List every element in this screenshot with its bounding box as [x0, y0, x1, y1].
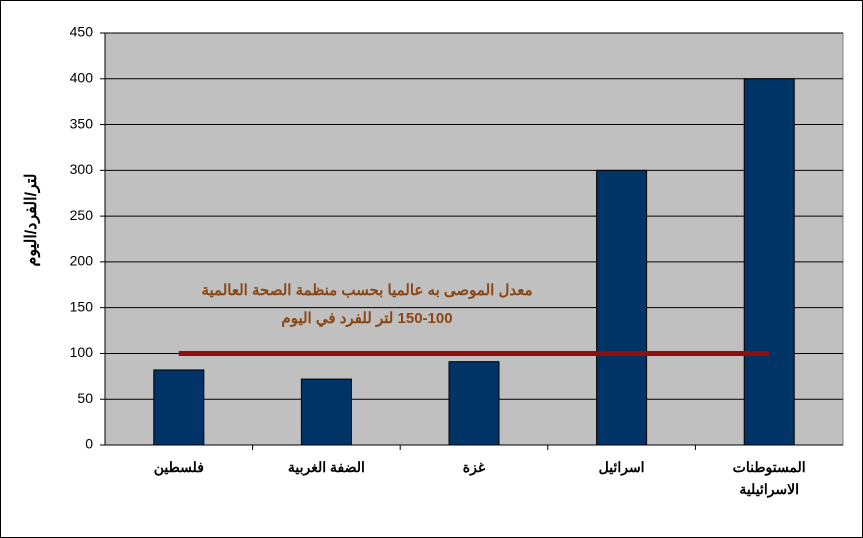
- annotation: معدل الموصى به عالميا بحسب منظمة الصحة ا…: [201, 282, 532, 299]
- y-tick-label: 100: [70, 344, 94, 360]
- y-tick-label: 150: [70, 298, 94, 314]
- y-tick-label: 450: [70, 24, 94, 40]
- bar: [448, 361, 500, 446]
- bar: [153, 369, 205, 446]
- x-tick-label: الضفة الغربية: [287, 459, 365, 475]
- y-tick-label: 300: [70, 161, 94, 177]
- x-tick-label: اسرائيل: [598, 459, 645, 475]
- x-tick-label: المستوطنات الاسرائيلية: [732, 459, 806, 497]
- y-tick-label: 400: [70, 69, 94, 85]
- y-tick-label: 350: [70, 115, 94, 131]
- y-tick-label: 50: [77, 390, 93, 406]
- y-tick-label: 0: [85, 436, 93, 452]
- bar: [300, 378, 352, 446]
- bar: [596, 169, 648, 446]
- y-tick-label: 200: [70, 253, 94, 269]
- y-tick-label: 250: [70, 207, 94, 223]
- y-axis-label: لتر/الفرد/اليوم: [23, 173, 41, 266]
- x-tick-label: غزة: [462, 459, 486, 475]
- x-tick-label: فلسطين: [153, 459, 204, 475]
- bar: [743, 78, 795, 446]
- annotation: 150-100 لتر للفرد في اليوم: [281, 310, 452, 328]
